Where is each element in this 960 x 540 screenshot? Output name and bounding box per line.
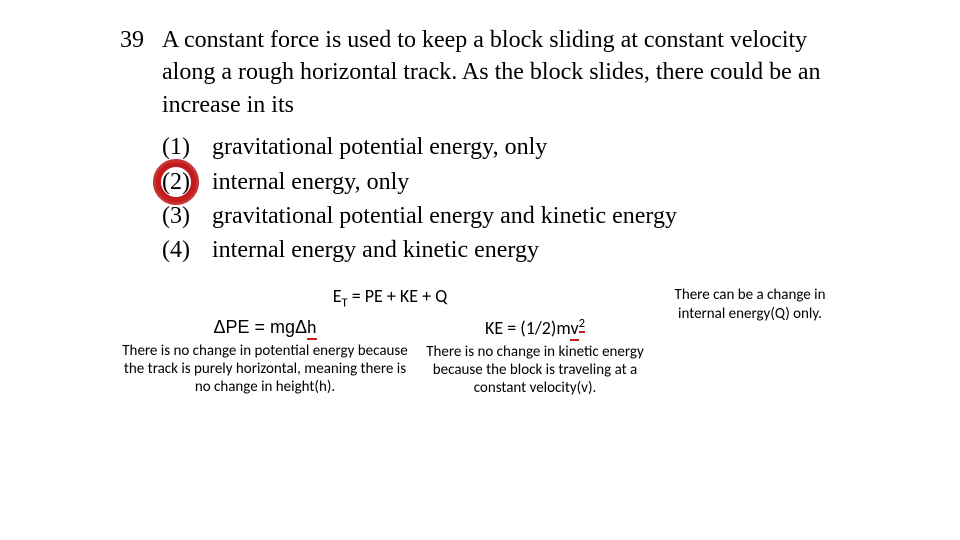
ke-note: There is no change in kinetic energy bec… (410, 343, 660, 397)
option-2-number: (2) (162, 166, 212, 198)
option-1-number: (1) (162, 131, 212, 163)
explanation-area: ET = PE + KE + Q ΔPE = mgΔh There is no … (120, 285, 840, 398)
eq-total-rest: = PE + KE + Q (352, 285, 448, 307)
option-3-num-text: (3) (162, 203, 190, 229)
col-ke: KE = (1/2)mv2 There is no change in kine… (410, 316, 660, 397)
option-2: (2) internal energy, only (162, 166, 840, 198)
option-2-num-text: (2) (162, 169, 190, 195)
options-list: (1) gravitational potential energy, only… (162, 131, 840, 267)
col-pe: ΔPE = mgΔh There is no change in potenti… (120, 316, 410, 396)
ke-eq-pre: KE = (1/2)m (485, 317, 570, 339)
ke-eq-sup: 2 (579, 316, 585, 333)
option-1: (1) gravitational potential energy, only (162, 131, 840, 163)
ke-equation: KE = (1/2)mv2 (485, 316, 585, 339)
pe-eq-pre: ΔPE = mgΔ (213, 317, 307, 337)
eq-total-sub: T (341, 295, 347, 310)
question-text: A constant force is used to keep a block… (162, 24, 840, 121)
ke-eq-v: v (570, 317, 578, 341)
option-3-number: (3) (162, 200, 212, 232)
col-q: There can be a change in internal energy… (660, 316, 840, 324)
option-1-label: gravitational potential energy, only (212, 131, 840, 163)
option-2-label: internal energy, only (212, 166, 840, 198)
option-4-num-text: (4) (162, 237, 190, 263)
option-3-label: gravitational potential energy and kinet… (212, 200, 840, 232)
pe-equation: ΔPE = mgΔh (213, 316, 316, 338)
question-row: 39 A constant force is used to keep a bl… (120, 24, 840, 121)
option-4-label: internal energy and kinetic energy (212, 234, 840, 266)
option-1-num-text: (1) (162, 134, 190, 160)
option-3: (3) gravitational potential energy and k… (162, 200, 840, 232)
page: 39 A constant force is used to keep a bl… (0, 0, 960, 540)
q-note: There can be a change in internal energy… (660, 286, 840, 324)
pe-note: There is no change in potential energy b… (120, 342, 410, 396)
option-4: (4) internal energy and kinetic energy (162, 234, 840, 266)
equation-total: ET = PE + KE + Q (160, 285, 620, 311)
question-number: 39 (120, 24, 162, 56)
option-4-number: (4) (162, 234, 212, 266)
explanation-columns: ΔPE = mgΔh There is no change in potenti… (120, 316, 840, 397)
pe-eq-h: h (307, 316, 316, 340)
